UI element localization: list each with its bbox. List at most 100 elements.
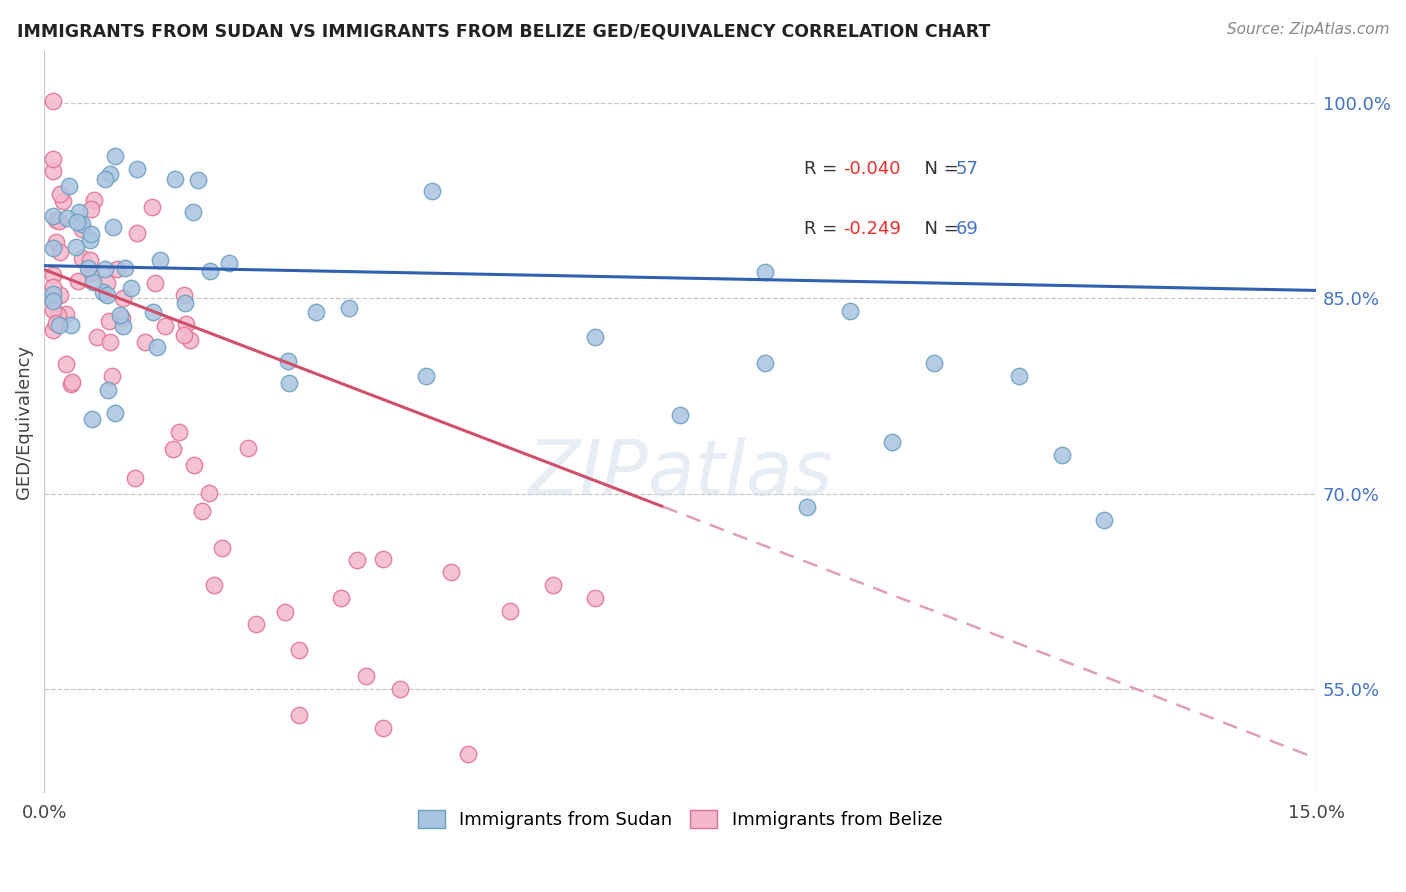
Point bbox=[162, 442, 184, 457]
Text: IMMIGRANTS FROM SUDAN VS IMMIGRANTS FROM BELIZE GED/EQUIVALENCY CORRELATION CHAR: IMMIGRANTS FROM SUDAN VS IMMIGRANTS FROM… bbox=[17, 22, 990, 40]
Point bbox=[41, 323, 63, 337]
Point bbox=[49, 287, 72, 301]
Point bbox=[80, 202, 103, 216]
Point bbox=[583, 330, 606, 344]
Legend: Immigrants from Sudan, Immigrants from Belize: Immigrants from Sudan, Immigrants from B… bbox=[411, 803, 949, 837]
Point bbox=[46, 308, 69, 322]
Point bbox=[108, 308, 131, 322]
Point bbox=[457, 747, 479, 762]
Point bbox=[41, 268, 63, 282]
Text: N =: N = bbox=[914, 220, 965, 238]
Point bbox=[305, 305, 328, 319]
Point bbox=[838, 304, 860, 318]
Point bbox=[112, 291, 135, 305]
Point bbox=[82, 275, 104, 289]
Point bbox=[173, 288, 195, 302]
Point bbox=[45, 235, 67, 250]
Point bbox=[60, 375, 83, 389]
Point bbox=[134, 334, 156, 349]
Point bbox=[356, 669, 378, 683]
Point bbox=[125, 226, 148, 240]
Point bbox=[49, 245, 72, 260]
Point bbox=[45, 317, 67, 331]
Point bbox=[79, 253, 101, 268]
Point bbox=[218, 256, 240, 270]
Point bbox=[880, 434, 903, 449]
Point bbox=[41, 209, 63, 223]
Point bbox=[211, 541, 233, 555]
Text: 57: 57 bbox=[956, 160, 979, 178]
Point bbox=[48, 318, 70, 332]
Point bbox=[415, 369, 437, 384]
Text: Source: ZipAtlas.com: Source: ZipAtlas.com bbox=[1226, 22, 1389, 37]
Point bbox=[277, 354, 299, 368]
Point bbox=[191, 504, 214, 518]
Point bbox=[754, 265, 776, 279]
Point bbox=[48, 213, 70, 227]
Point bbox=[198, 486, 221, 500]
Point bbox=[72, 218, 94, 232]
Point bbox=[440, 565, 463, 579]
Point bbox=[499, 604, 522, 618]
Point bbox=[796, 500, 818, 514]
Point bbox=[142, 305, 165, 319]
Point bbox=[583, 591, 606, 605]
Point bbox=[389, 682, 412, 697]
Point bbox=[329, 591, 352, 605]
Point bbox=[105, 261, 128, 276]
Point bbox=[111, 311, 134, 326]
Point bbox=[1008, 369, 1031, 384]
Point bbox=[346, 553, 368, 567]
Point bbox=[59, 318, 82, 332]
Point bbox=[143, 276, 166, 290]
Point bbox=[70, 222, 93, 236]
Point bbox=[97, 314, 120, 328]
Point bbox=[174, 295, 197, 310]
Point bbox=[1092, 513, 1115, 527]
Point bbox=[52, 194, 75, 209]
Point bbox=[96, 277, 118, 291]
Point bbox=[80, 266, 103, 280]
Point bbox=[79, 233, 101, 247]
Point bbox=[80, 227, 103, 242]
Point bbox=[41, 294, 63, 309]
Point bbox=[48, 186, 70, 201]
Point bbox=[41, 279, 63, 293]
Point bbox=[41, 94, 63, 108]
Point bbox=[183, 458, 205, 473]
Text: -0.040: -0.040 bbox=[844, 160, 901, 178]
Point bbox=[45, 213, 67, 227]
Text: N =: N = bbox=[914, 160, 965, 178]
Point bbox=[202, 578, 225, 592]
Point bbox=[114, 260, 136, 275]
Point bbox=[337, 301, 360, 315]
Point bbox=[104, 149, 127, 163]
Point bbox=[287, 708, 309, 723]
Point bbox=[77, 260, 100, 275]
Point bbox=[198, 264, 221, 278]
Point bbox=[149, 252, 172, 267]
Point bbox=[181, 205, 204, 219]
Point bbox=[173, 327, 195, 342]
Point bbox=[174, 318, 197, 332]
Point bbox=[56, 211, 79, 226]
Point bbox=[169, 425, 191, 439]
Point bbox=[94, 171, 117, 186]
Point bbox=[373, 551, 395, 566]
Point bbox=[96, 288, 118, 302]
Text: R =: R = bbox=[804, 220, 842, 238]
Point bbox=[83, 193, 105, 207]
Point bbox=[187, 172, 209, 186]
Point bbox=[86, 330, 108, 344]
Point bbox=[924, 356, 946, 370]
Point bbox=[236, 441, 259, 455]
Point bbox=[124, 471, 146, 485]
Point bbox=[179, 333, 201, 347]
Point bbox=[91, 285, 114, 299]
Point bbox=[274, 605, 297, 619]
Point bbox=[100, 368, 122, 383]
Point bbox=[98, 335, 121, 350]
Text: -0.249: -0.249 bbox=[844, 220, 901, 238]
Point bbox=[669, 409, 692, 423]
Point bbox=[97, 384, 120, 398]
